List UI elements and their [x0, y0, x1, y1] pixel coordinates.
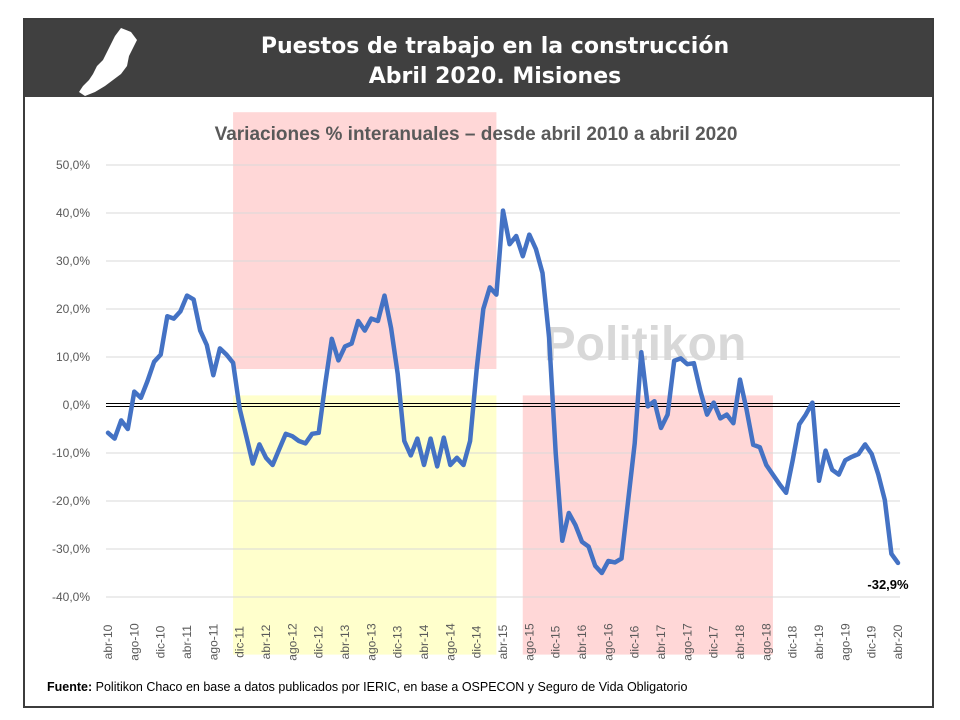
x-tick-label: abr-15	[496, 624, 510, 659]
x-tick-label: abr-11	[180, 625, 194, 659]
x-tick-label: dic-14	[470, 625, 484, 658]
x-tick-label: abr-14	[417, 624, 431, 659]
chart-title: Variaciones % interanuales – desde abril…	[215, 124, 738, 145]
x-tick-label: dic-18	[786, 625, 800, 658]
last-value-label: -32,9%	[867, 577, 909, 592]
x-tick-label: ago-17	[680, 623, 694, 661]
x-tick-label: ago-11	[206, 623, 220, 660]
y-tick-label: 0,0%	[63, 398, 91, 412]
header-banner: Puestos de trabajo en la construcción Ab…	[25, 20, 932, 97]
watermark-text: Politikon	[544, 318, 747, 371]
x-tick-label: abr-17	[654, 624, 668, 659]
misiones-map-icon	[79, 28, 137, 96]
x-tick-label: dic-15	[549, 625, 563, 658]
y-tick-label: 30,0%	[56, 254, 90, 268]
source-label: Fuente:	[47, 680, 93, 694]
line-chart: Politikon 50,0% 40,0% 30,0% 20,0% 10,0% 0,0% -…	[52, 112, 909, 661]
y-tick-label: 20,0%	[56, 302, 90, 316]
x-tick-label: ago-18	[759, 623, 773, 661]
x-tick-label: abr-18	[733, 624, 747, 659]
x-tick-label: abr-13	[338, 624, 352, 659]
x-tick-label: ago-19	[838, 623, 852, 661]
source-text: Politikon Chaco en base a datos publicad…	[95, 680, 688, 694]
y-tick-label: -30,0%	[52, 542, 90, 556]
y-tick-label: -20,0%	[52, 494, 90, 508]
chart-frame: Puestos de trabajo en la construcción Ab…	[23, 18, 934, 708]
x-tick-label: abr-12	[259, 624, 273, 659]
y-tick-label: 50,0%	[56, 158, 90, 172]
x-tick-label: dic-19	[865, 625, 879, 658]
page-title-line1: Puestos de trabajo en la construcción	[260, 34, 730, 59]
x-tick-label: dic-16	[628, 625, 642, 658]
x-tick-label: ago-12	[285, 623, 299, 661]
x-tick-label: dic-11	[233, 626, 247, 658]
x-tick-label: ago-10	[127, 623, 141, 661]
x-tick-label: ago-16	[601, 623, 615, 661]
page-title-line2: Abril 2020. Misiones	[368, 64, 622, 89]
source-note: Fuente: Politikon Chaco en base a datos …	[47, 680, 687, 694]
x-tick-label: dic-13	[391, 625, 405, 658]
x-tick-label: dic-17	[707, 625, 721, 658]
y-tick-label: 40,0%	[56, 206, 90, 220]
y-tick-label: -40,0%	[52, 590, 90, 604]
x-tick-label: dic-10	[154, 625, 168, 658]
x-tick-label: abr-19	[812, 624, 826, 659]
y-tick-label: 10,0%	[56, 350, 90, 364]
x-tick-label: dic-12	[312, 625, 326, 658]
x-tick-label: abr-20	[891, 624, 905, 659]
x-tick-label: ago-15	[522, 623, 536, 661]
x-tick-label: abr-10	[101, 624, 115, 659]
x-tick-label: abr-16	[575, 624, 589, 659]
x-tick-label: ago-14	[443, 623, 457, 661]
x-tick-label: ago-13	[364, 623, 378, 661]
series-line	[105, 208, 901, 576]
y-tick-label: -10,0%	[52, 446, 90, 460]
shaded-region-2	[233, 395, 497, 655]
